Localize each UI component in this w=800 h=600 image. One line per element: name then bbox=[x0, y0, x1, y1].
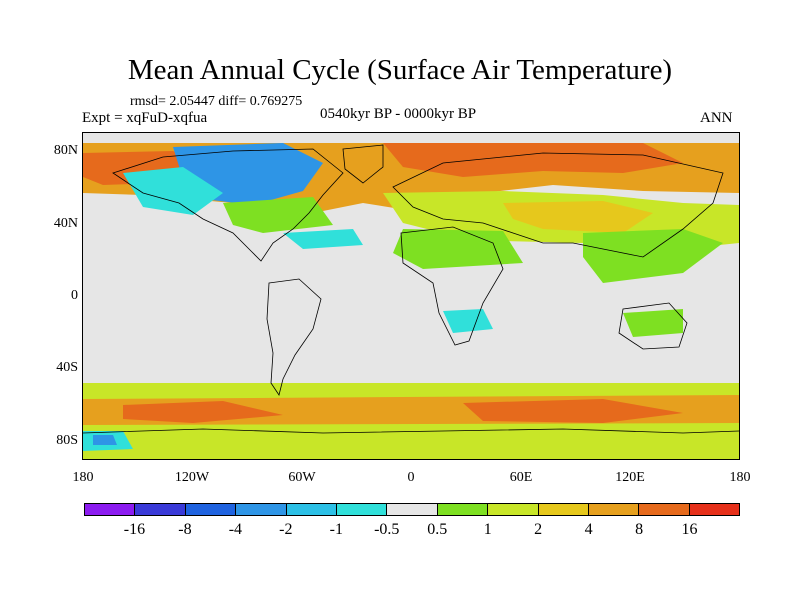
colorbar-label: 8 bbox=[635, 521, 644, 538]
colorbar bbox=[84, 503, 740, 516]
stats-text: rmsd= 2.05447 diff= 0.769275 bbox=[130, 94, 303, 109]
southern-africa-cool-region bbox=[443, 309, 493, 333]
colorbar-swatch-12 bbox=[689, 504, 740, 515]
colorbar-label: 0.5 bbox=[427, 521, 448, 538]
sahara-mild-region bbox=[393, 229, 523, 269]
colorbar-swatch-11 bbox=[639, 504, 690, 515]
north-america-cool-region bbox=[123, 167, 223, 215]
lon-label-60w: 60W bbox=[288, 470, 316, 485]
anomaly-map bbox=[83, 133, 739, 459]
lon-label-60e: 60E bbox=[509, 470, 533, 485]
colorbar-label: 4 bbox=[584, 521, 593, 538]
lon-label-180e: 180 bbox=[729, 470, 751, 485]
arctic-strong-warm-region bbox=[383, 143, 683, 177]
colorbar-swatch-10 bbox=[588, 504, 640, 515]
greenland-outline bbox=[342, 144, 384, 184]
south-america-outline bbox=[266, 278, 322, 396]
lat-label-0: 0 bbox=[71, 288, 78, 303]
lat-label-40s: 40S bbox=[56, 360, 78, 375]
lat-label-40n: 40N bbox=[53, 216, 78, 231]
africa-outline bbox=[400, 226, 504, 346]
east-asia-mild-region bbox=[583, 229, 723, 283]
map-panel bbox=[82, 132, 740, 460]
southern-ocean-strong-warm-region bbox=[123, 399, 683, 423]
eurasia-outline bbox=[392, 152, 724, 258]
colorbar-label: -2 bbox=[279, 521, 293, 538]
season-label: ANN bbox=[700, 110, 733, 126]
colorbar-label: 1 bbox=[483, 521, 492, 538]
colorbar-label: 2 bbox=[534, 521, 543, 538]
lon-label-120e: 120E bbox=[615, 470, 645, 485]
lat-label-80n: 80N bbox=[53, 143, 78, 158]
colorbar-swatch-6 bbox=[387, 504, 438, 515]
colorbar-label: 16 bbox=[681, 521, 698, 538]
lon-label-180w: 180 bbox=[72, 470, 94, 485]
colorbar-swatch-5 bbox=[336, 504, 388, 515]
australia-mild-region bbox=[623, 309, 683, 337]
colorbar-swatch-9 bbox=[538, 504, 589, 515]
australia-outline bbox=[618, 302, 688, 350]
colorbar-label: -4 bbox=[228, 521, 243, 538]
colorbar-label: -0.5 bbox=[374, 521, 400, 538]
experiment-label: Expt = xqFuD-xqfua bbox=[82, 110, 208, 126]
period-label: 0540kyr BP - 0000kyr BP bbox=[320, 106, 477, 122]
colorbar-swatch-8 bbox=[488, 504, 539, 515]
antarctica-outline bbox=[83, 428, 739, 434]
antarctica-cold-patch bbox=[93, 435, 117, 445]
colorbar-label: -16 bbox=[123, 521, 146, 538]
lat-label-80s: 80S bbox=[56, 433, 78, 448]
colorbar-swatch-7 bbox=[437, 504, 489, 515]
colorbar-label: -1 bbox=[329, 521, 343, 538]
central-asia-warm-region bbox=[503, 201, 653, 233]
colorbar-label: -8 bbox=[178, 521, 192, 538]
colorbar-swatch-0 bbox=[85, 504, 136, 515]
atlantic-cool-region bbox=[283, 229, 363, 249]
colorbar-swatch-2 bbox=[185, 504, 237, 515]
antarctica-region bbox=[83, 429, 739, 459]
lon-label-0: 0 bbox=[407, 470, 415, 485]
north-america-outline bbox=[112, 148, 344, 262]
canada-mild-region bbox=[223, 197, 333, 233]
lon-label-120w: 120W bbox=[174, 470, 210, 485]
coastlines bbox=[83, 144, 739, 434]
colorbar-swatch-1 bbox=[135, 504, 186, 515]
colorbar-swatch-4 bbox=[286, 504, 337, 515]
plot-title: Mean Annual Cycle (Surface Air Temperatu… bbox=[127, 54, 673, 86]
colorbar-swatch-3 bbox=[236, 504, 287, 515]
